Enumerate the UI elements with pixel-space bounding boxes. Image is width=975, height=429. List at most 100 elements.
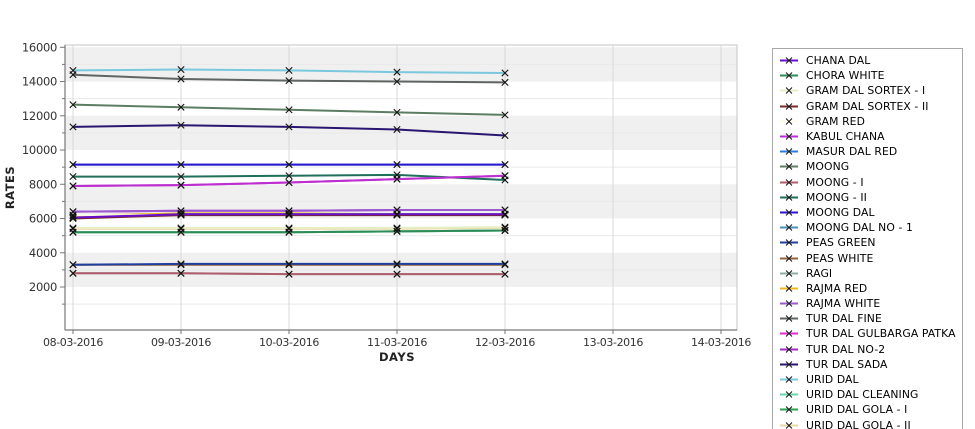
data-point-x-marker	[501, 223, 509, 231]
data-point-x-marker	[177, 103, 185, 111]
y-tick-label: 16000	[22, 40, 57, 54]
legend-item: GRAM RED	[780, 114, 960, 129]
legend-item-label: PEAS GREEN	[806, 236, 876, 250]
data-point-x-marker	[501, 111, 509, 119]
legend-item-label: CHANA DAL	[806, 54, 871, 68]
legend-item-label: MASUR DAL RED	[806, 145, 898, 159]
legend-item: KABUL CHANA	[780, 129, 960, 144]
data-point-x-marker	[501, 206, 509, 214]
legend-line-x-marker-icon	[780, 224, 798, 232]
legend-item: MASUR DAL RED	[780, 144, 960, 159]
legend-item-label: GRAM DAL SORTEX - II	[806, 99, 929, 113]
legend-item-label: RAGI	[806, 266, 833, 280]
legend-line-x-marker-icon	[780, 315, 798, 323]
legend-item: RAJMA RED	[780, 281, 960, 296]
legend-line-x-marker-icon	[780, 376, 798, 383]
legend-item-label: GRAM RED	[806, 114, 866, 128]
y-tick-label: 8000	[29, 177, 57, 191]
legend-item: TUR DAL NO-2	[780, 342, 960, 357]
legend-line-x-marker-icon	[780, 285, 798, 292]
data-point-x-marker	[177, 75, 185, 83]
legend-line-x-marker-icon	[780, 254, 798, 262]
legend-item-label: MOONG - II	[806, 190, 867, 204]
data-point-x-marker	[393, 68, 401, 76]
data-point-x-marker	[285, 228, 293, 236]
legend-item-label: CHORA WHITE	[806, 69, 885, 83]
data-point-x-marker	[177, 181, 185, 189]
legend-item-label: PEAS WHITE	[806, 251, 874, 265]
legend-line-x-marker-icon	[780, 269, 798, 277]
legend-item-label: RAJMA WHITE	[806, 297, 881, 311]
data-point-x-marker	[177, 210, 185, 218]
data-point-x-marker	[177, 121, 185, 129]
legend-item: PEAS WHITE	[780, 250, 960, 265]
x-axis-title: DAYS	[379, 350, 415, 364]
legend-line-x-marker-icon	[780, 102, 798, 110]
data-point-x-marker	[69, 211, 77, 219]
data-point-x-marker	[285, 106, 293, 114]
data-point-x-marker	[501, 69, 509, 77]
data-point-x-marker	[285, 160, 293, 169]
data-point-x-marker	[69, 160, 77, 169]
data-point-x-marker	[501, 270, 509, 278]
legend-item-label: TUR DAL NO-2	[806, 342, 886, 356]
data-point-x-marker	[393, 260, 401, 268]
data-point-x-marker	[285, 207, 293, 215]
legend-item-label: URID DAL GOLA - I	[806, 403, 908, 417]
data-point-x-marker	[285, 209, 293, 217]
data-point-x-marker	[501, 78, 509, 86]
data-point-x-marker	[393, 211, 401, 219]
data-point-x-marker	[69, 214, 77, 223]
data-point-x-marker	[69, 208, 77, 216]
legend-item-label: URID DAL GOLA - II	[806, 418, 911, 429]
legend-line-x-marker-icon	[780, 209, 798, 216]
legend-item: TUR DAL GULBARGA PATKA	[780, 326, 960, 341]
data-point-x-marker	[285, 270, 293, 278]
y-tick-label: 12000	[22, 109, 57, 123]
y-tick-label: 10000	[22, 143, 57, 157]
legend-item: RAGI	[780, 266, 960, 281]
legend-item-label: URID DAL	[806, 373, 859, 387]
data-point-x-marker	[69, 225, 77, 233]
data-point-x-marker	[393, 175, 401, 183]
legend-item: TUR DAL FINE	[780, 311, 960, 326]
legend-item: URID DAL GOLA - II	[780, 418, 960, 429]
data-point-x-marker	[69, 269, 77, 277]
data-point-x-marker	[177, 225, 185, 233]
legend-item-label: TUR DAL FINE	[806, 312, 882, 326]
legend-item: PEAS GREEN	[780, 235, 960, 250]
data-point-x-marker	[285, 225, 293, 233]
data-point-x-marker	[501, 160, 509, 169]
data-point-x-marker	[285, 123, 293, 131]
legend-item: CHORA WHITE	[780, 68, 960, 83]
data-point-x-marker	[69, 261, 77, 269]
data-point-x-marker	[393, 108, 401, 116]
data-point-x-marker	[501, 211, 509, 219]
x-tick-label: 13-03-2016	[583, 336, 643, 349]
data-point-x-marker	[69, 228, 77, 236]
data-point-x-marker	[69, 66, 77, 75]
y-axis-title: RATES	[3, 166, 17, 209]
legend-item: MOONG - I	[780, 175, 960, 190]
data-point-x-marker	[501, 224, 509, 232]
y-tick-label: 14000	[22, 75, 57, 89]
x-tick-label: 10-03-2016	[259, 336, 319, 349]
legend-line-x-marker-icon	[780, 87, 798, 95]
data-point-x-marker	[393, 160, 401, 169]
y-tick-label: 6000	[29, 212, 57, 226]
y-tick-label: 4000	[29, 246, 57, 260]
legend-item: MOONG	[780, 159, 960, 174]
legend-item: RAJMA WHITE	[780, 296, 960, 311]
data-point-x-marker	[501, 172, 509, 180]
legend-line-x-marker-icon	[780, 421, 798, 429]
data-point-x-marker	[285, 261, 293, 269]
legend-item: CHANA DAL	[780, 53, 960, 68]
legend-line-x-marker-icon	[780, 193, 798, 201]
data-point-x-marker	[69, 172, 77, 181]
data-point-x-marker	[177, 207, 185, 215]
data-point-x-marker	[177, 160, 185, 169]
legend-item-label: MOONG - I	[806, 175, 864, 189]
legend-item: MOONG DAL	[780, 205, 960, 220]
